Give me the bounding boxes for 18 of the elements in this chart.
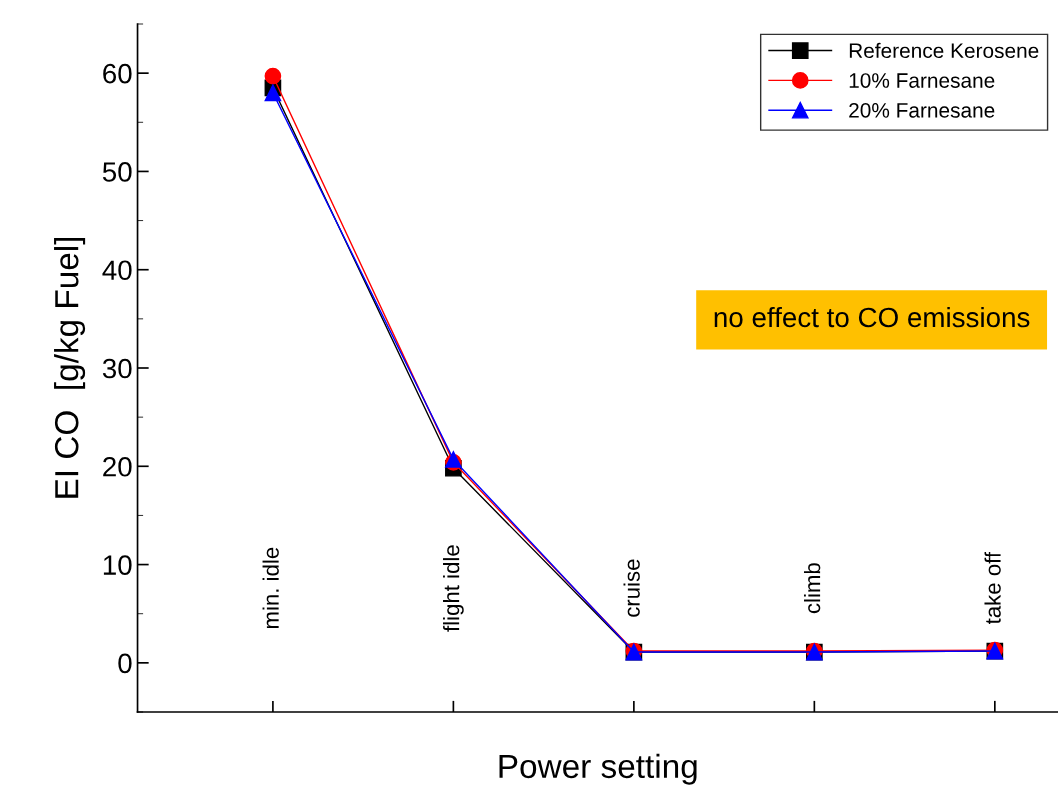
y-tick-label: 30	[102, 358, 132, 379]
legend-label: 10% Farnesane	[849, 73, 995, 88]
x-axis-title: Power setting	[499, 753, 697, 785]
x-tick-label: min. idle	[262, 547, 279, 629]
y-tick-label: 40	[102, 260, 132, 281]
x-tick-label: take off	[984, 551, 1001, 625]
y-tick-label: 10	[103, 555, 132, 575]
y-tick-label: 50	[102, 162, 132, 182]
legend-label: 20% Farnesane	[849, 102, 995, 118]
x-tick-label: climb	[803, 563, 821, 614]
annotation: no effect to CO emissions	[714, 306, 1030, 328]
y-tick-label: 20	[103, 456, 132, 477]
legend-label: Reference Kerosene	[849, 42, 1039, 59]
y-tick-label: 0	[118, 653, 132, 674]
y-axis-title: EI CO [g/kg Fuel]	[54, 237, 86, 498]
x-tick-label: cruise	[623, 559, 640, 617]
x-tick-label: flight idle	[443, 545, 464, 632]
y-tick-label: 60	[103, 63, 132, 84]
